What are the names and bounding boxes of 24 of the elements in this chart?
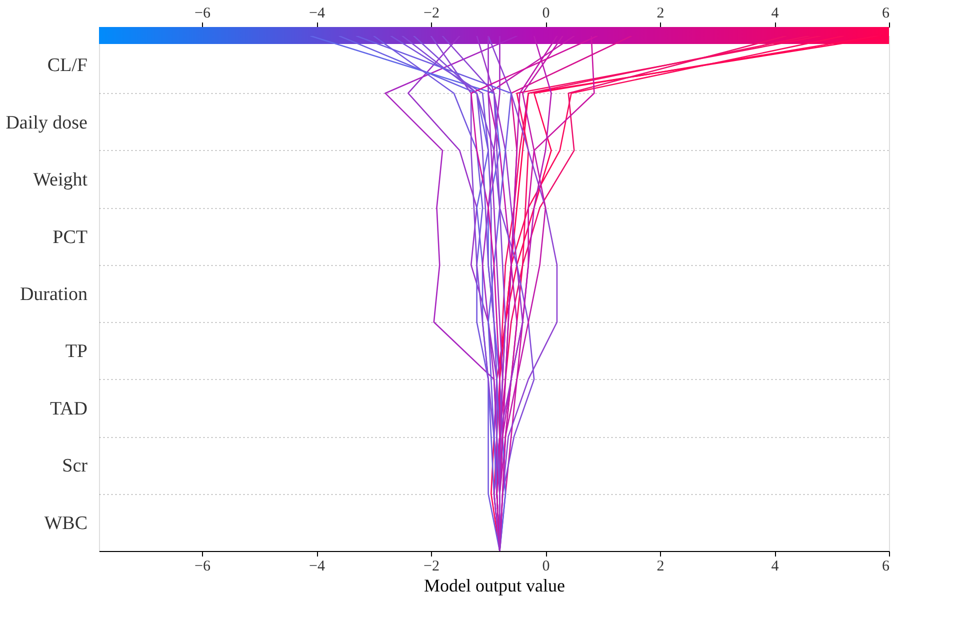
y-tick-label: PCT — [52, 226, 88, 248]
x-tick-label: −6 — [194, 558, 212, 574]
x-tick-label: 4 — [771, 558, 780, 574]
color-bar-label: −6 — [194, 6, 212, 22]
y-tick-label: Duration — [20, 284, 88, 305]
y-tick-label: TAD — [50, 398, 88, 420]
y-tick-label: Scr — [62, 456, 88, 477]
color-bar-label: 6 — [882, 6, 890, 22]
color-bar-label: 0 — [542, 6, 550, 22]
y-tick-label: Daily dose — [6, 112, 88, 134]
x-tick-label: −2 — [424, 558, 440, 574]
color-bar-label: 4 — [771, 6, 780, 22]
color-bar-label: −4 — [309, 6, 326, 22]
x-tick-label: 2 — [656, 558, 664, 574]
y-tick-label: Weight — [33, 170, 88, 191]
x-axis-title: Model output value — [424, 576, 565, 596]
x-tick-label: 0 — [542, 558, 550, 574]
x-tick-label: 6 — [882, 558, 890, 574]
y-tick-label: WBC — [44, 512, 88, 534]
y-tick-label: TP — [65, 341, 88, 362]
color-bar-label: −2 — [424, 6, 440, 22]
y-tick-label: CL/F — [47, 55, 88, 76]
x-tick-label: −4 — [309, 558, 326, 574]
color-bar-label: 2 — [656, 6, 664, 22]
